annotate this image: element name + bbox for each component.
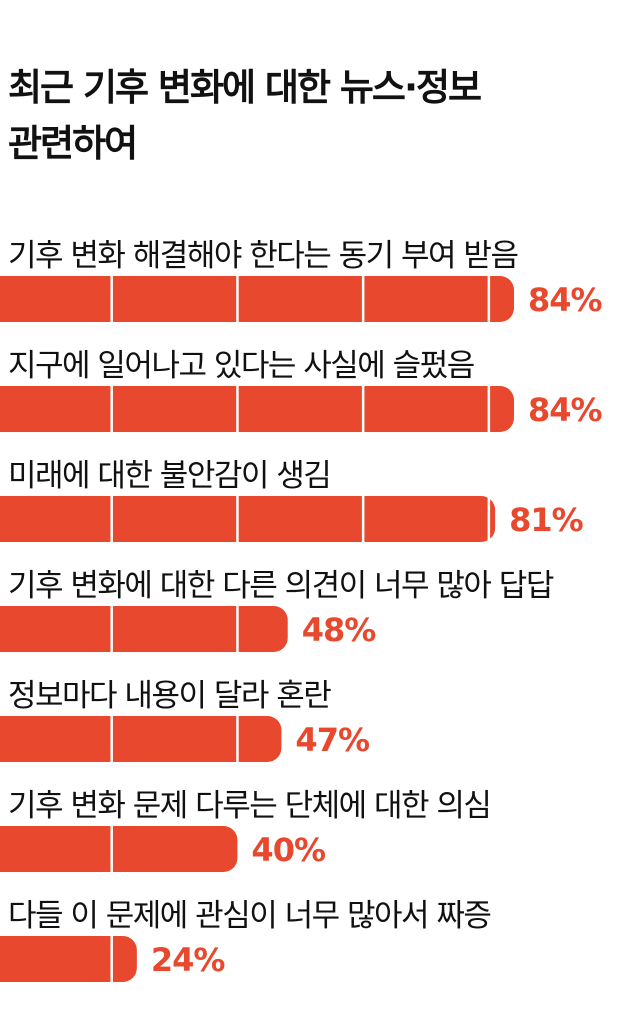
category-label: 다들 이 문제에 관심이 너무 많아서 짜증 [8,898,490,934]
value-label: 84% [528,391,603,429]
bar-rows: 기후 변화 해결해야 한다는 동기 부여 받음 84% 지구에 일어나고 있다는 사… [0,238,604,982]
category-label: 미래에 대한 불안감이 생김 [8,458,330,494]
category-label: 기후 변화에 대한 다른 의견이 너무 많아 답답 [8,568,554,604]
chart-title-line-1: 최근 기후 변화에 대한 뉴스·정보 [8,66,482,109]
value-label: 40% [251,831,326,869]
bar [0,386,514,432]
value-label: 84% [528,281,603,319]
category-label: 기후 변화 해결해야 한다는 동기 부여 받음 [8,238,517,274]
value-label: 48% [302,611,377,649]
chart-title-line-2: 관련하여 [8,122,138,165]
value-label: 81% [509,501,584,539]
bar [0,496,496,542]
category-label: 기후 변화 문제 다루는 단체에 대한 의심 [8,788,490,824]
bar [0,716,282,762]
category-label: 정보마다 내용이 달라 혼란 [8,678,331,714]
chart-title: 최근 기후 변화에 대한 뉴스·정보 관련하여 [8,60,628,172]
bar [0,276,514,322]
value-label: 47% [295,721,370,759]
category-label: 지구에 일어나고 있다는 사실에 슬펐음 [8,348,474,384]
bar [0,826,238,872]
value-label: 24% [151,941,226,979]
bar [0,936,137,982]
bar [0,606,288,652]
